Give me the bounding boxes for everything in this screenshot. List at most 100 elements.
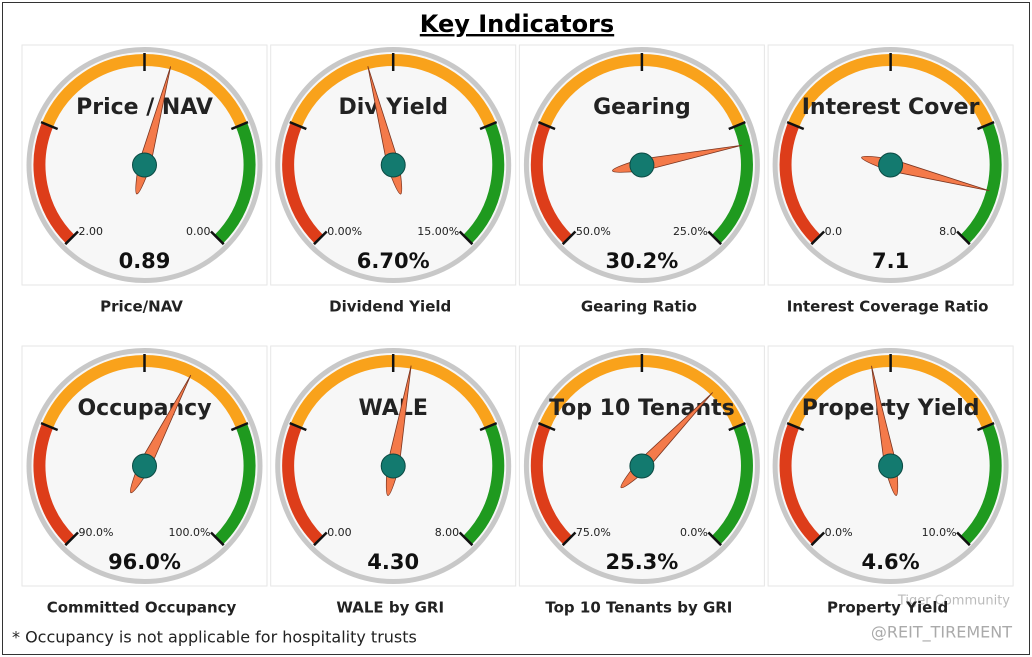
handle: @REIT_TIREMENT [871,623,1012,643]
gauge-tick [537,421,556,432]
gauge-title: Occupancy [77,396,211,421]
gauge-end-tick [313,230,328,246]
range-label: 0.0 [825,225,843,238]
gauge-tick [40,120,59,131]
gauge-value: 6.70% [357,249,430,273]
range-label: 0.00 [186,225,211,238]
gauge-tick [479,421,498,432]
gauge-value: 0.89 [119,249,171,273]
gauge-value: 30.2% [605,249,678,273]
gauge-value: 4.30 [367,550,419,574]
range-label: 15.00% [417,225,459,238]
range-label: 8.00 [435,526,460,539]
range-label: 0.00% [327,225,362,238]
needle-hub [629,152,655,178]
gauge-band [33,423,75,545]
needle-hub [629,453,655,479]
gauge-tick [976,120,995,131]
footnote: * Occupancy is not applicable for hospit… [12,628,417,647]
range-label: 0.00 [327,526,352,539]
gauge-caption: Property Yield [827,599,948,617]
gauge-band [779,122,821,244]
gauge-caption: Gearing Ratio [581,298,697,316]
range-label: 2.00 [79,225,104,238]
gauge-end-tick [64,230,79,246]
gauge-band [960,423,1002,545]
gauge-value: 96.0% [108,550,181,574]
gauge-caption: Interest Coverage Ratio [787,298,989,316]
gauge-end-tick [956,230,971,246]
needle-hub [878,453,904,479]
gauge-band [711,122,753,244]
gauge-value: 25.3% [605,550,678,574]
gauge-end-tick [810,230,826,246]
needle-hub [132,152,157,178]
gauge-value: 7.1 [872,249,909,273]
gauge-band [33,122,75,244]
gauge-end-tick [210,230,225,246]
gauge-band [214,122,256,244]
gauge-tick [786,120,805,131]
gauge-title: WALE [359,396,428,421]
gauge-tick [230,120,249,131]
needle-hub [380,453,406,479]
range-label: 25.0% [673,225,708,238]
gauge-title: Gearing [593,95,691,120]
range-label: 90.0% [79,526,114,539]
gauge-caption: Price/NAV [100,298,183,316]
gauge-band [530,122,572,244]
needle-hub [380,152,406,178]
gauge-end-tick [707,230,722,246]
gauge-tick [786,421,805,432]
needle-hub [132,453,157,479]
gauge-band [711,423,753,545]
page-title: Key Indicators [420,10,614,38]
gauge-band [530,423,572,545]
gauge-caption: WALE by GRI [336,599,444,617]
gauge-end-tick [458,531,474,547]
gauge-end-tick [561,531,577,547]
gauge-end-tick [64,531,79,547]
gauge-end-tick [810,531,826,547]
gauge-title: Price / NAV [76,95,213,120]
gauge-tick [976,421,995,432]
gauge-tick [537,120,556,131]
gauge-title: Div Yield [338,95,447,120]
gauge-end-tick [707,531,722,547]
gauge-value: 4.6% [861,550,919,574]
gauge-tick [289,120,307,131]
gauge-band [779,423,821,545]
gauge-tick [479,120,498,131]
gauge-end-tick [458,230,474,246]
gauge-band [282,423,324,545]
gauge-tick [289,421,307,432]
range-label: 50.0% [576,225,611,238]
gauge-title: Property Yield [802,396,980,421]
gauge-tick [230,421,249,432]
gauge-band [282,122,324,244]
gauge-title: Interest Cover [802,95,980,120]
range-label: 0.0% [825,526,853,539]
range-label: 8.0 [939,225,957,238]
gauge-caption: Top 10 Tenants by GRI [545,599,732,617]
range-label: 75.0% [576,526,611,539]
gauge-end-tick [313,531,328,547]
gauge-end-tick [561,230,577,246]
gauge-band [463,122,505,244]
range-label: 100.0% [169,526,211,539]
gauge-end-tick [956,531,971,547]
gauge-band [960,122,1002,244]
gauge-end-tick [210,531,225,547]
range-label: 0.0% [680,526,708,539]
needle-hub [878,152,904,178]
range-label: 10.0% [922,526,957,539]
gauge-caption: Dividend Yield [329,298,451,316]
gauge-band [214,423,256,545]
gauge-tick [728,120,746,131]
gauge-band [463,423,505,545]
watermark: Tiger Community [897,594,1010,609]
gauge-tick [728,421,746,432]
gauge-caption: Committed Occupancy [47,599,237,617]
gauge-tick [40,421,59,432]
